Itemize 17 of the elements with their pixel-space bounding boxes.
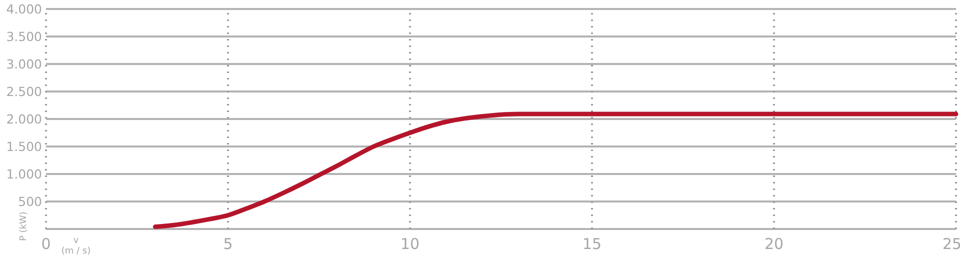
y-tick-label: 500	[18, 194, 42, 209]
line-series	[152, 112, 958, 230]
y-tick-label: 3.500	[6, 28, 42, 44]
x-tick-label: 20	[764, 235, 784, 253]
y-tick-label: 3.000	[6, 56, 42, 72]
y-tick-label: 2.000	[6, 111, 42, 126]
x-tick-label: 10	[400, 235, 420, 253]
y-axis-title: P (kW)	[19, 212, 29, 241]
x-tick-label: 0	[41, 235, 51, 253]
x-axis-title: v (m / s)	[61, 236, 91, 256]
x-tick-label: 15	[582, 235, 602, 253]
x-tick-label: 5	[223, 235, 233, 253]
y-tick-label: 1.000	[6, 166, 42, 182]
y-tick-label: 1.500	[6, 138, 42, 154]
y-tick-label: 2.500	[6, 84, 42, 99]
x-tick-label: 25	[942, 235, 960, 253]
y-tick-label: 4.000	[6, 1, 42, 16]
